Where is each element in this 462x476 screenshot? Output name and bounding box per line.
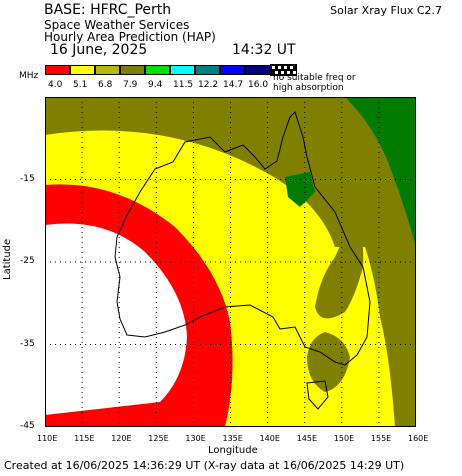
legend-unit: MHz xyxy=(19,71,39,81)
longitude-tick-label: 145E xyxy=(296,434,318,443)
legend-label: 5.1 xyxy=(73,80,88,90)
longitude-tick-label: 140E xyxy=(259,434,280,443)
legend-swatch-11-5 xyxy=(170,65,195,75)
no-suitable-freq-icon xyxy=(270,64,297,76)
legend-label: 7.9 xyxy=(123,80,138,90)
service-name: Space Weather Services xyxy=(44,18,190,32)
latitude-tick-label: -25 xyxy=(20,256,35,266)
latitude-tick-label: -35 xyxy=(20,338,35,349)
forecast-time: 14:32 UT xyxy=(232,42,296,58)
tasmania-coastline xyxy=(306,380,329,410)
legend-label: 9.4 xyxy=(148,80,163,90)
longitude-tick-label: 120E xyxy=(111,434,132,443)
no-suitable-freq-label: no suitable freq or high absorption xyxy=(273,73,356,93)
no-suitable-zone xyxy=(45,223,187,415)
legend-label: 11.5 xyxy=(173,80,194,90)
longitude-tick-label: 135E xyxy=(222,434,243,443)
legend-swatch-5-1 xyxy=(70,65,95,75)
x-axis-title: Longitude xyxy=(208,445,258,456)
map-frame xyxy=(45,97,416,427)
y-axis-title: Latitude xyxy=(2,238,13,280)
legend-label: 12.2 xyxy=(198,80,219,90)
legend-label: 16.0 xyxy=(248,80,269,90)
longitude-tick-label: 110E xyxy=(37,434,58,443)
longitude-tick-label: 160E xyxy=(408,434,429,443)
base-title: BASE: HFRC_Perth xyxy=(44,2,172,18)
longitude-tick-label: 155E xyxy=(370,434,392,443)
legend-swatch-9-4 xyxy=(145,65,170,75)
forecast-date: 16 June, 2025 xyxy=(50,42,148,58)
latitude-tick-label: -45 xyxy=(20,421,35,431)
longitude-tick-label: 115E xyxy=(74,434,95,443)
hap-map xyxy=(45,97,416,427)
latitude-tick-label: -15 xyxy=(20,173,35,184)
product-name: Hourly Area Prediction (HAP) xyxy=(44,30,216,44)
solar-xray-flux: Solar Xray Flux C2.7 xyxy=(330,4,442,17)
legend-label: 6.8 xyxy=(98,80,113,90)
longitude-tick-label: 150E xyxy=(333,434,355,443)
map-grid xyxy=(45,97,416,427)
legend-swatch-4-0 xyxy=(45,65,70,75)
legend-swatch-14-7 xyxy=(220,65,245,75)
longitude-tick-label: 130E xyxy=(185,434,206,443)
legend-swatch-7-9 xyxy=(120,65,145,75)
legend-swatch-6-8 xyxy=(95,65,120,75)
legend-label: 4.0 xyxy=(48,80,63,90)
footer-timestamp: Created at 16/06/2025 14:36:29 UT (X-ray… xyxy=(4,459,405,472)
legend-swatch-16-0 xyxy=(245,65,270,75)
legend-label: 14.7 xyxy=(223,80,244,90)
longitude-tick-label: 125E xyxy=(148,434,169,443)
australia-coastline xyxy=(114,111,371,366)
legend-swatch-12-2 xyxy=(195,65,220,75)
